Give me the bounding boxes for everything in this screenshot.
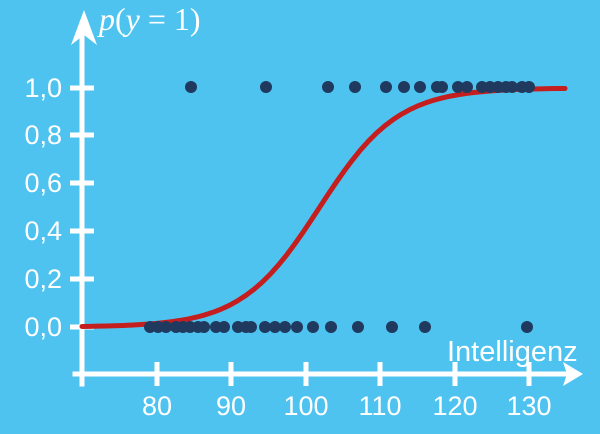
svg-text:p(y = 1): p(y = 1): [97, 1, 201, 37]
svg-text:110: 110: [358, 391, 401, 421]
svg-text:1,0: 1,0: [24, 73, 62, 103]
svg-text:130: 130: [506, 391, 551, 421]
svg-text:90: 90: [216, 391, 246, 421]
svg-text:0,6: 0,6: [24, 168, 62, 198]
svg-text:Intelligenz: Intelligenz: [447, 336, 578, 368]
svg-text:100: 100: [283, 391, 328, 421]
svg-text:0,8: 0,8: [24, 120, 62, 150]
svg-text:0,2: 0,2: [24, 264, 62, 294]
svg-text:0,0: 0,0: [24, 312, 62, 342]
svg-text:120: 120: [432, 391, 477, 421]
svg-text:0,4: 0,4: [24, 216, 62, 246]
svg-text:80: 80: [142, 391, 172, 421]
